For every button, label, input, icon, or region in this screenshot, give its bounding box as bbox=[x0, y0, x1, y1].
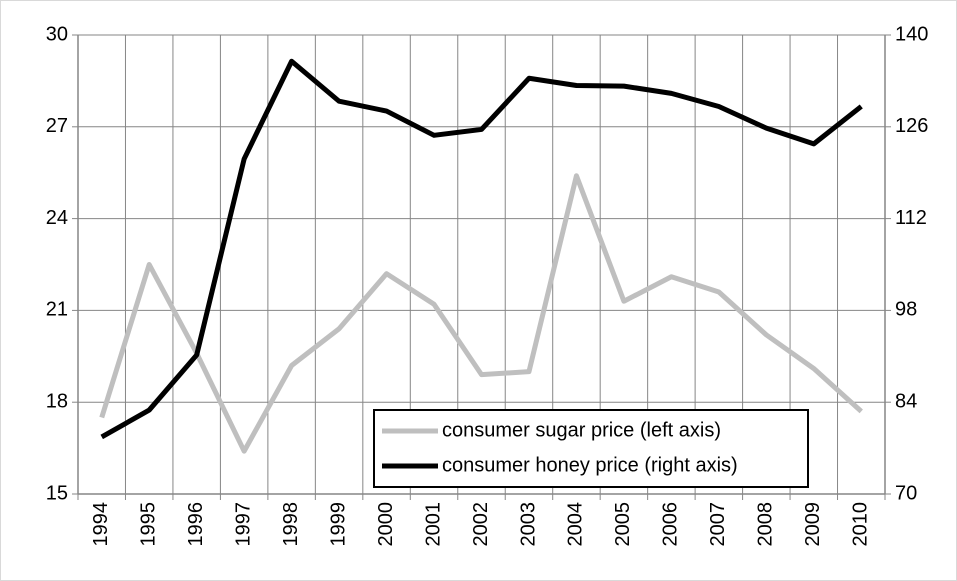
legend-box bbox=[373, 409, 809, 488]
series-line bbox=[99, 173, 863, 454]
x-tick-label: 1994 bbox=[90, 502, 112, 547]
y-tick-label: 18 bbox=[46, 390, 68, 412]
x-tick-label: 2003 bbox=[517, 502, 539, 547]
x-tick-label: 1998 bbox=[280, 502, 302, 547]
y2-tick-label: 84 bbox=[895, 390, 917, 412]
y-tick-label: 21 bbox=[46, 299, 68, 321]
x-tick-label: 2001 bbox=[422, 502, 444, 547]
x-tick-label: 1999 bbox=[327, 502, 349, 547]
y2-tick-label: 126 bbox=[895, 115, 928, 137]
x-tick-label: 2007 bbox=[707, 502, 729, 547]
x-tick-label: 1996 bbox=[185, 502, 207, 547]
y-tick-label: 24 bbox=[46, 207, 68, 229]
y2-tick-label: 112 bbox=[895, 207, 927, 229]
x-tick-label: 2008 bbox=[755, 502, 777, 547]
y2-tick-label: 140 bbox=[895, 23, 928, 45]
x-tick-label: 2004 bbox=[565, 502, 587, 547]
x-tick-label: 2000 bbox=[375, 502, 397, 547]
y2-tick-label: 98 bbox=[895, 299, 917, 321]
x-tick-label: 2009 bbox=[802, 502, 824, 547]
series-line bbox=[100, 58, 863, 440]
y-tick-label: 15 bbox=[46, 482, 68, 504]
y2-tick-label: 70 bbox=[895, 482, 917, 504]
x-tick-label: 2002 bbox=[470, 502, 492, 547]
legend-label: consumer sugar price (left axis) bbox=[442, 419, 721, 441]
x-tick-label: 2010 bbox=[850, 502, 872, 547]
x-tick-label: 2005 bbox=[612, 502, 634, 547]
y-tick-label: 30 bbox=[46, 23, 68, 45]
y-tick-label: 27 bbox=[46, 115, 68, 137]
x-tick-label: 1995 bbox=[137, 502, 159, 547]
x-tick-label: 2006 bbox=[660, 502, 682, 547]
x-tick-label: 1997 bbox=[232, 502, 254, 547]
legend-label: consumer honey price (right axis) bbox=[442, 454, 738, 476]
